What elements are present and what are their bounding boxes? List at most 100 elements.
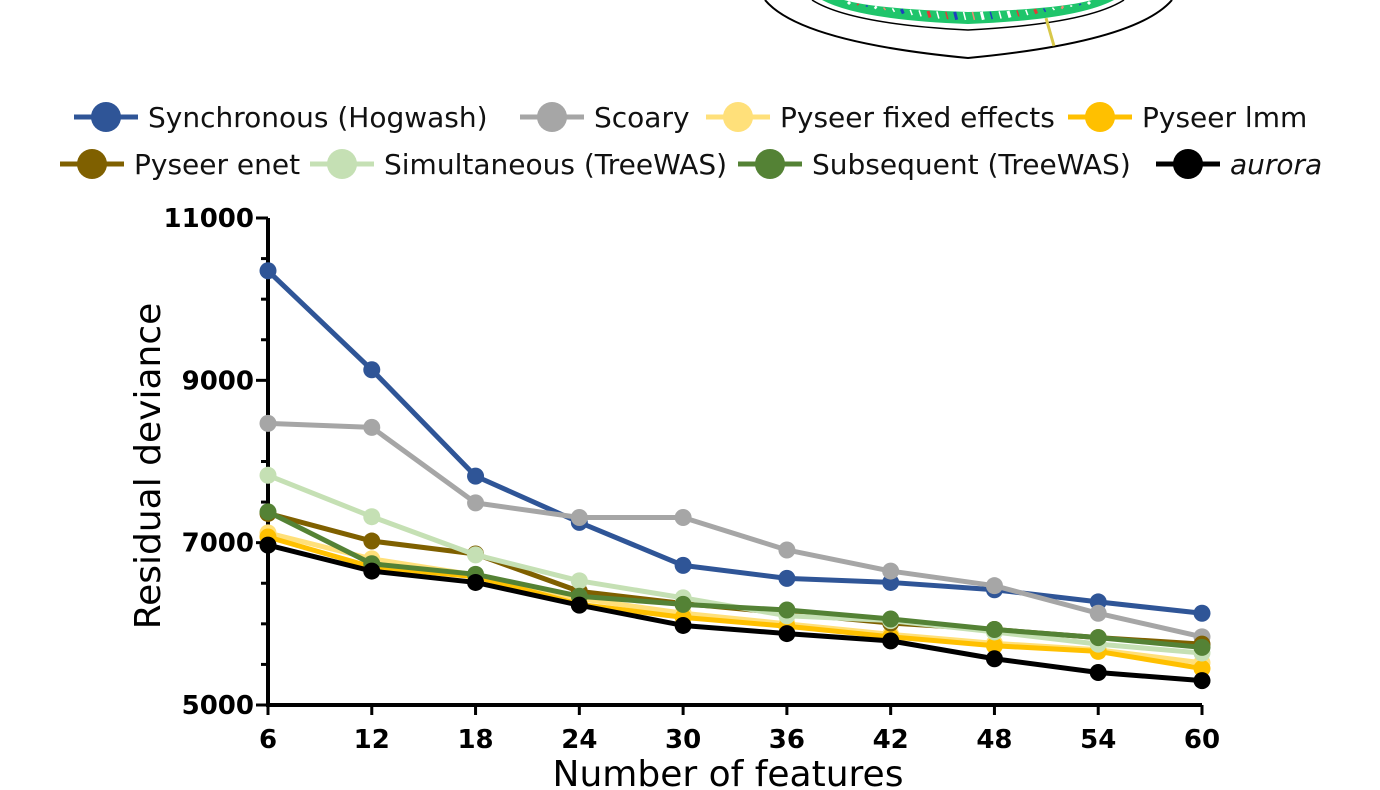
genome-marker-line — [1044, 17, 1056, 47]
x-tick-label: 24 — [561, 725, 597, 755]
data-point — [259, 414, 277, 432]
x-tick-label: 60 — [1184, 725, 1220, 755]
plot-area: 5000 7000 9000 11000 6 12 18 24 30 36 42 48 54 60 Re… — [128, 204, 1220, 790]
x-tick-label: 6 — [259, 725, 277, 755]
data-point — [467, 573, 485, 591]
data-point — [1193, 672, 1211, 690]
genome-stripe — [899, 8, 905, 15]
legend-label: aurora — [1230, 148, 1322, 181]
x-tick-label: 18 — [457, 725, 493, 755]
data-point — [985, 577, 1003, 595]
genome-stripe — [936, 11, 940, 19]
genome-stripe — [998, 11, 1002, 19]
data-point — [1193, 604, 1211, 622]
genome-stripe — [873, 5, 878, 10]
legend-swatch-marker — [723, 102, 753, 132]
data-point — [778, 541, 796, 559]
genome-stripe — [1025, 9, 1029, 16]
x-tick-label: 12 — [354, 725, 390, 755]
x-axis: 6 12 18 24 30 36 42 48 54 60 — [259, 703, 1220, 755]
series-line — [266, 268, 1203, 616]
legend-label: Synchronous (Hogwash) — [148, 101, 488, 134]
series-line — [267, 420, 1203, 640]
data-point — [467, 546, 485, 564]
y-axis: 5000 7000 9000 11000 — [164, 204, 270, 721]
legend-swatch-marker — [1085, 102, 1115, 132]
legend-item: Pyseer fixed effects — [706, 101, 1055, 134]
series-layer — [259, 262, 1211, 690]
genome-ring-inner — [811, 0, 1125, 31]
genome-stripe — [1060, 5, 1065, 10]
genome-stripe — [1006, 10, 1012, 19]
legend-item: Subsequent (TreeWAS) — [738, 148, 1131, 181]
genome-stripe — [1051, 7, 1056, 11]
legend-label: Simultaneous (TreeWAS) — [384, 148, 727, 181]
legend-swatch-marker — [755, 149, 785, 179]
data-point — [778, 601, 796, 619]
x-axis-title: Number of features — [553, 754, 904, 790]
legend-label: Scoary — [594, 101, 690, 134]
x-tick-label: 36 — [769, 725, 805, 755]
data-point — [363, 532, 381, 550]
legend-item: aurora — [1156, 148, 1322, 181]
legend-item: Synchronous (Hogwash) — [74, 101, 488, 134]
data-point — [570, 596, 588, 614]
genome-stripe — [1086, 0, 1092, 6]
data-point — [363, 361, 381, 379]
legend-label: Pyseer fixed effects — [780, 101, 1055, 134]
legend-swatch-marker — [91, 102, 121, 132]
data-point — [674, 509, 692, 527]
x-tick-label: 42 — [873, 725, 909, 755]
genome-ring-band — [822, 0, 1114, 24]
genome-stripe — [891, 8, 896, 13]
y-tick-label: 5000 — [182, 691, 254, 721]
genome-ring-outer — [764, 0, 1173, 60]
legend-swatch-marker — [327, 149, 357, 179]
data-point — [1089, 604, 1107, 622]
legend-label: Pyseer enet — [134, 148, 300, 181]
data-point — [363, 418, 381, 436]
data-point — [1193, 659, 1211, 677]
data-point — [259, 503, 277, 521]
data-point — [985, 637, 1003, 655]
genome-stripe — [882, 7, 887, 11]
legend-item: Pyseer enet — [60, 148, 300, 181]
data-point — [363, 562, 381, 580]
genome-stripe — [971, 11, 976, 21]
series-line — [267, 542, 1203, 684]
genome-stripe — [926, 10, 932, 19]
data-point — [985, 650, 1003, 668]
data-point — [467, 494, 485, 512]
circular-genome-plot — [764, 0, 1173, 60]
data-point — [467, 467, 485, 485]
series-line — [266, 509, 1203, 650]
genome-stripe — [1078, 3, 1082, 6]
y-tick-label: 7000 — [182, 529, 254, 559]
data-point — [674, 616, 692, 634]
legend-item: Scoary — [520, 101, 690, 134]
data-point — [259, 536, 277, 554]
x-tick-label: 54 — [1080, 725, 1116, 755]
data-point — [882, 632, 900, 650]
data-point — [1089, 629, 1107, 647]
data-point — [259, 262, 277, 280]
genome-stripe — [856, 3, 860, 6]
data-point — [985, 621, 1003, 639]
legend-swatch-marker — [1173, 149, 1203, 179]
genome-stripe — [953, 11, 959, 21]
data-point — [1193, 638, 1211, 656]
x-tick-label: 30 — [665, 725, 701, 755]
y-tick-label: 11000 — [164, 204, 254, 234]
legend: Synchronous (Hogwash) Scoary Pyseer fixed … — [60, 101, 1322, 181]
genome-stripe — [989, 11, 993, 20]
genome-stripe — [945, 11, 949, 20]
series-line — [267, 534, 1203, 671]
data-point — [674, 556, 692, 574]
data-point — [778, 625, 796, 643]
data-point — [363, 508, 381, 526]
genome-stripe — [1016, 10, 1020, 17]
data-point — [1089, 664, 1107, 682]
series-aurora — [259, 536, 1211, 690]
data-point — [674, 595, 692, 613]
